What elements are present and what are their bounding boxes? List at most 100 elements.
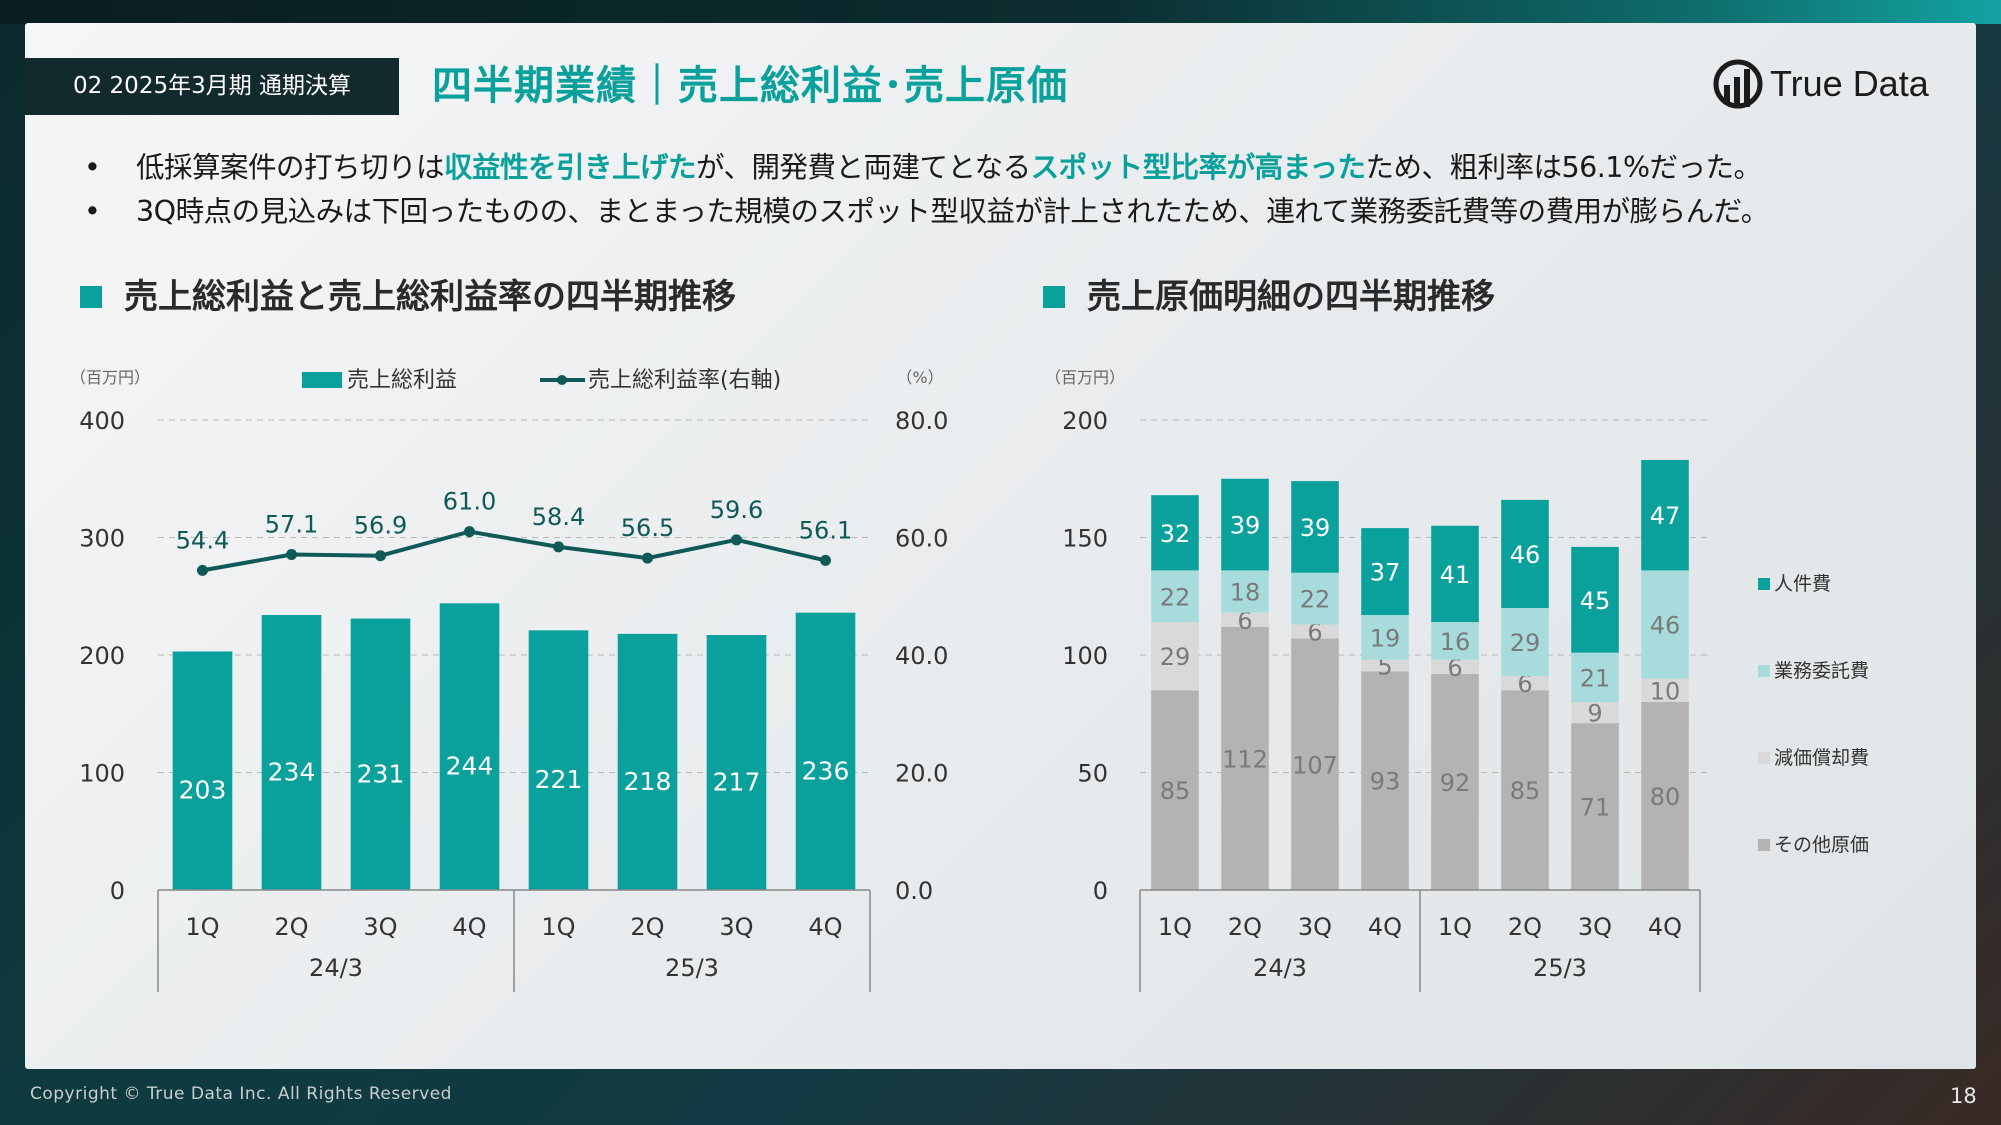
y2-tick-label: 60.0: [895, 525, 948, 553]
margin-point: [286, 549, 297, 561]
x-tick-label: 4Q: [452, 913, 486, 941]
segment-value-label: 19: [1370, 624, 1401, 652]
x-group-label: 25/3: [665, 954, 719, 982]
stacked-bar-segment: [1151, 622, 1199, 691]
stacked-bar-segment: [1571, 652, 1619, 702]
y-tick-label: 0: [1093, 877, 1108, 905]
margin-point: [553, 541, 564, 553]
stacked-bar-segment: [1221, 612, 1269, 627]
segment-value-label: 32: [1160, 520, 1191, 548]
y2-tick-label: 80.0: [895, 407, 948, 435]
stacked-bar-segment: [1221, 570, 1269, 613]
segment-value-label: 39: [1300, 514, 1331, 542]
segment-value-label: 39: [1230, 512, 1261, 540]
stacked-bar-segment: [1501, 690, 1549, 890]
y-tick-label: 400: [79, 407, 125, 435]
bar-gross-profit: [617, 633, 678, 890]
legend-label: 人件費: [1774, 573, 1831, 595]
bar-gross-profit: [439, 603, 500, 890]
legend-label: その他原価: [1774, 834, 1869, 856]
bar-value-label: 234: [268, 758, 316, 787]
y2-tick-label: 40.0: [895, 642, 948, 670]
stacked-bar-segment: [1151, 690, 1199, 890]
segment-value-label: 10: [1650, 677, 1681, 705]
margin-point: [464, 526, 475, 538]
margin-point: [197, 564, 208, 576]
bullet-dot: •: [84, 195, 101, 228]
stacked-bar-segment: [1361, 528, 1409, 616]
y2-tick-label: 0.0: [895, 877, 933, 905]
segment-value-label: 6: [1237, 607, 1252, 635]
segment-value-label: 16: [1440, 628, 1471, 656]
summary-bullets: • 低採算案件の打ち切りは収益性を引き上げたが、開発費と両建てとなるスポット型比…: [80, 146, 1960, 234]
segment-value-label: 85: [1160, 777, 1191, 805]
bullet-segment: ため、粗利率は56.1%だった。: [1365, 151, 1762, 184]
y-tick-label: 200: [1062, 407, 1108, 435]
segment-value-label: 29: [1160, 643, 1191, 671]
legend-label-gross-profit: 売上総利益: [347, 368, 457, 393]
bar-value-label: 217: [713, 768, 761, 797]
legend-swatch: [1758, 665, 1770, 677]
bar-value-label: 203: [179, 776, 227, 805]
bullet-2: • 3Q時点の見込みは下回ったものの、まとまった規模のスポット型収益が計上された…: [80, 190, 1960, 234]
stacked-bar-segment: [1641, 678, 1689, 702]
bar-gross-profit: [706, 635, 767, 890]
x-tick-label: 3Q: [1298, 913, 1332, 941]
margin-line: [202, 529, 826, 573]
margin-value-label: 56.9: [354, 512, 407, 540]
y-tick-label: 200: [79, 642, 125, 670]
margin-point: [731, 534, 742, 546]
margin-value-label: 56.5: [621, 514, 674, 542]
segment-value-label: 80: [1650, 783, 1681, 811]
x-tick-label: 2Q: [630, 913, 664, 941]
bullet-dot: •: [84, 151, 101, 184]
segment-value-label: 47: [1650, 502, 1681, 530]
x-tick-label: 4Q: [808, 913, 842, 941]
segment-value-label: 46: [1650, 611, 1681, 639]
segment-value-label: 6: [1447, 654, 1462, 682]
legend-label-margin: 売上総利益率(右軸): [588, 368, 781, 393]
y-tick-label: 150: [1062, 525, 1108, 553]
stacked-bar-segment: [1221, 626, 1269, 890]
segment-value-label: 71: [1580, 794, 1611, 822]
x-tick-label: 2Q: [274, 913, 308, 941]
stacked-bar-segment: [1501, 608, 1549, 677]
logo-icon: [1713, 59, 1763, 109]
right-section-heading: 売上原価明細の四半期推移: [1043, 272, 1495, 322]
margin-point: [820, 554, 831, 566]
left-section-title: 売上総利益と売上総利益率の四半期推移: [124, 277, 736, 317]
bullet-text: 3Q時点の見込みは下回ったものの、まとまった規模のスポット型収益が計上されたため…: [136, 195, 1769, 228]
page-number: 18: [1950, 1084, 1977, 1108]
stacked-bar-segment: [1431, 659, 1479, 674]
stacked-bar-segment: [1431, 525, 1479, 623]
bar-value-label: 236: [802, 756, 850, 785]
stacked-bar-segment: [1361, 671, 1409, 890]
bar-gross-profit: [172, 651, 233, 890]
stacked-bar-segment: [1431, 622, 1479, 660]
gross-profit-chart: （百万円） （%） 売上総利益 売上総利益率(右軸) 0 0.0 100 20.0 200 40.…: [70, 368, 948, 992]
margin-point: [375, 550, 386, 562]
segment-value-label: 18: [1230, 579, 1261, 607]
bullet-segment: が、開発費と両建てとなる: [696, 151, 1031, 184]
x-group-label: 25/3: [1533, 954, 1587, 982]
y-axis-unit: （百万円）: [70, 368, 150, 387]
bullet-segment: 低採算案件の打ち切りは: [136, 151, 445, 184]
segment-value-label: 45: [1580, 587, 1611, 615]
y-axis-unit: （百万円）: [1045, 368, 1125, 387]
x-tick-label: 2Q: [1228, 913, 1262, 941]
margin-value-label: 56.1: [799, 516, 852, 544]
bar-gross-profit: [261, 615, 322, 890]
stacked-bar-segment: [1361, 659, 1409, 672]
x-tick-label: 3Q: [719, 913, 753, 941]
left-section-heading: 売上総利益と売上総利益率の四半期推移: [80, 272, 736, 322]
bar-value-label: 244: [446, 752, 494, 781]
logo-text: True Data: [1770, 63, 1929, 104]
segment-value-label: 6: [1307, 619, 1322, 647]
bar-gross-profit: [350, 618, 411, 890]
bullet-1: • 低採算案件の打ち切りは収益性を引き上げたが、開発費と両建てとなるスポット型比…: [80, 146, 1960, 190]
x-tick-label: 4Q: [1368, 913, 1402, 941]
y-tick-label: 50: [1077, 760, 1108, 788]
stacked-bar-segment: [1641, 702, 1689, 890]
y-tick-label: 100: [1062, 642, 1108, 670]
segment-value-label: 93: [1370, 768, 1401, 796]
